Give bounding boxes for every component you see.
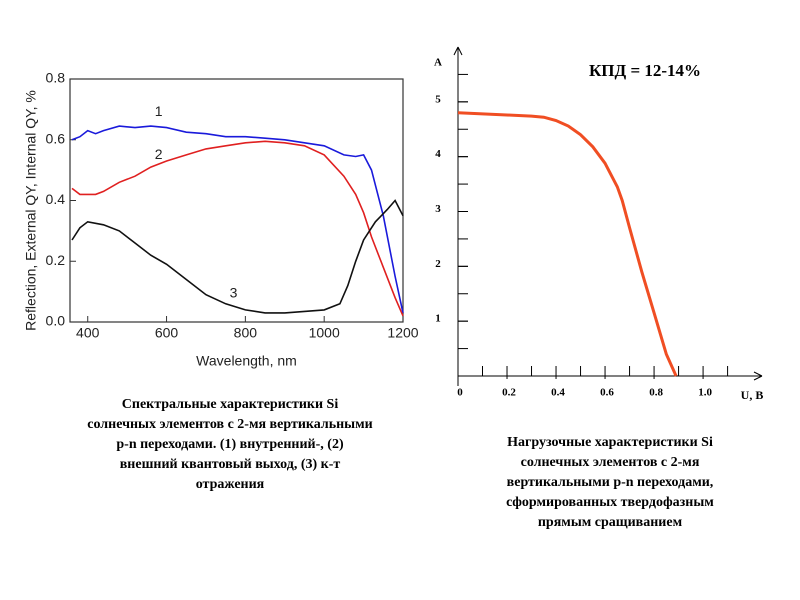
caption-line: солнечных элементов с 2-мя <box>521 455 700 470</box>
y-arrow <box>453 46 463 56</box>
caption-line: p-n переходами. (1) внутренний-, (2) <box>116 437 344 452</box>
y-tick-label: 3 <box>435 203 441 215</box>
x-tick-label: 800 <box>234 325 258 341</box>
caption-line: Нагрузочные характеристики Si <box>507 435 713 450</box>
x-tick-label: 1200 <box>387 325 418 341</box>
caption-line: внешний квантовый выход, (3) к-т <box>120 457 341 472</box>
x-tick-label: 1.0 <box>698 387 712 399</box>
y-tick-label: 2 <box>435 258 441 270</box>
chart-title: КПД = 12-14% <box>589 61 701 80</box>
x-tick-label: 1000 <box>309 325 340 341</box>
x-tick-label: 0.8 <box>649 387 663 399</box>
caption-line: солнечных элементов с 2-мя вертикальными <box>87 417 372 432</box>
caption-line: прямым сращиванием <box>538 515 683 530</box>
y-tick-label: 0.0 <box>46 313 66 329</box>
series-line <box>71 125 404 314</box>
y-tick-label: 5 <box>435 93 441 105</box>
caption-line: вертикальными p-n переходами, <box>507 475 714 490</box>
x-arrow <box>753 371 763 381</box>
x-tick-label: 600 <box>155 325 179 341</box>
series-line <box>71 140 404 317</box>
x-axis-label: Wavelength, nm <box>196 353 297 369</box>
y-tick-label: 4 <box>435 148 441 160</box>
series-label: 2 <box>155 146 163 162</box>
y-tick-label: 0.8 <box>46 70 66 86</box>
x-tick-label: 0.2 <box>502 387 516 399</box>
y-tick-label: 0.4 <box>46 191 66 207</box>
x-tick-label: 0 <box>457 387 463 399</box>
series-label: 3 <box>230 284 238 300</box>
chart: 0.0 0.2 0.4 0.6 0.8 400 600 800 1000 1200 Waveleng… <box>23 70 419 493</box>
caption-line: сформированных твердофазным <box>506 495 714 510</box>
x-tick-label: 0.4 <box>551 387 565 399</box>
caption-line: отражения <box>196 477 265 492</box>
chart: 1 2 3 4 5 0 0.2 0.4 0.6 0.8 1.0 A U, B КПД = 12-14% На… <box>434 46 764 530</box>
x-tick-label: 400 <box>76 325 100 341</box>
y-axis-label: A <box>434 57 442 69</box>
x-tick-label: 0.6 <box>600 387 614 399</box>
y-tick-label: 1 <box>435 313 441 325</box>
caption-line: Спектральные характеристики Si <box>122 397 339 412</box>
series-label: 1 <box>155 103 163 119</box>
series-line <box>457 111 678 377</box>
y-tick-label: 0.2 <box>46 252 66 268</box>
y-axis-label: Reflection, External QY, Internal QY, % <box>23 90 39 331</box>
y-tick-label: 0.6 <box>46 130 66 146</box>
series-line <box>71 199 404 314</box>
x-axis-label: U, B <box>741 388 764 402</box>
